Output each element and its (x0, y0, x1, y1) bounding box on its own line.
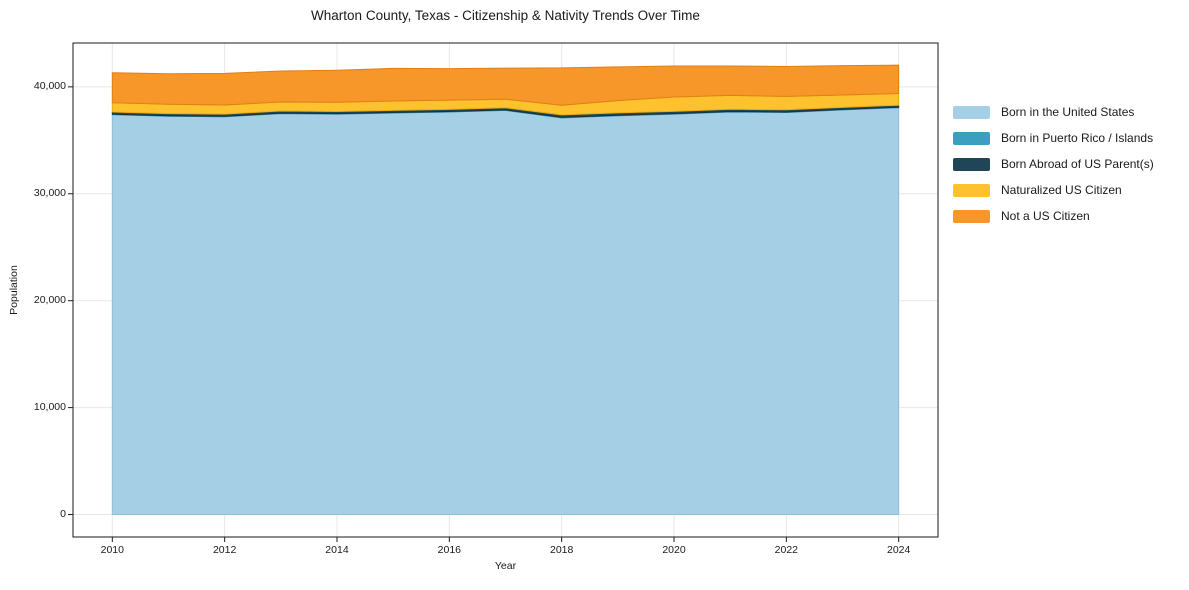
y-tick-label: 30,000 (33, 186, 66, 199)
legend-label: Born in the United States (1001, 105, 1135, 119)
legend-item: Born in the United States (953, 99, 1154, 125)
legend-item: Naturalized US Citizen (953, 177, 1154, 203)
legend-swatch-icon (953, 183, 990, 197)
area-not-a-us-citizen (111, 64, 900, 106)
legend-swatch-icon (953, 131, 990, 145)
legend-label: Naturalized US Citizen (1001, 183, 1122, 197)
y-tick-label: 10,000 (33, 400, 66, 413)
legend-label: Born in Puerto Rico / Islands (1001, 131, 1154, 145)
y-tick-label: 20,000 (33, 293, 66, 306)
legend-swatch-icon (953, 209, 990, 223)
legend-item: Born Abroad of US Parent(s) (953, 151, 1154, 177)
x-tick-label: 2022 (774, 544, 799, 556)
x-tick-label: 2024 (886, 544, 911, 556)
legend-swatch-icon (953, 157, 990, 171)
x-tick-label: 2020 (662, 544, 686, 556)
legend-swatch-icon (953, 105, 990, 119)
x-tick-label: 2016 (437, 544, 462, 556)
x-tick-label: 2014 (325, 544, 349, 556)
x-tick-label: 2012 (212, 544, 237, 556)
legend-label: Not a US Citizen (1001, 209, 1090, 223)
y-axis-label: Population (8, 265, 20, 315)
x-tick-label: 2018 (549, 544, 574, 556)
y-tick-label: 0 (60, 507, 66, 520)
x-tick-label: 2010 (100, 544, 124, 556)
legend-item: Born in Puerto Rico / Islands (953, 125, 1154, 151)
legend-item: Not a US Citizen (953, 203, 1154, 229)
plot-frame (72, 42, 939, 538)
area-born-in-the-united-states (111, 107, 900, 516)
y-tick-label: 40,000 (33, 79, 66, 92)
legend-label: Born Abroad of US Parent(s) (1001, 157, 1154, 171)
chart-title: Wharton County, Texas - Citizenship & Na… (311, 8, 700, 23)
legend: Born in the United States Born in Puerto … (953, 99, 1154, 229)
x-axis-label: Year (494, 560, 517, 572)
